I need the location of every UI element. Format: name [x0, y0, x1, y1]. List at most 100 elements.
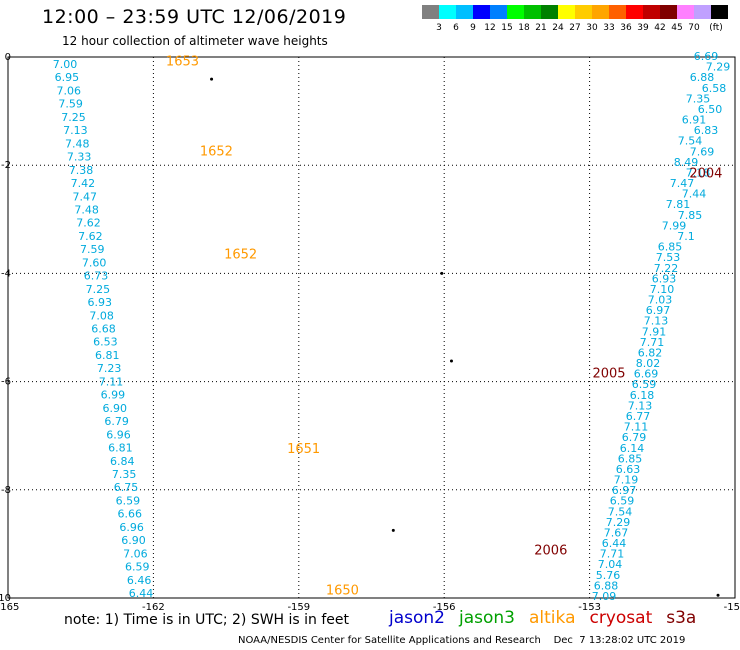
wave-height-value: 8.02 — [636, 357, 661, 370]
wave-height-value: 6.68 — [91, 323, 116, 336]
wave-height-value: 6.96 — [106, 428, 131, 441]
wave-height-value: 7.81 — [666, 198, 691, 211]
wave-height-value: 5.76 — [596, 569, 621, 582]
y-tick-label: -10 — [0, 593, 11, 604]
colorbar-label: 15 — [501, 23, 513, 33]
wave-height-value: 7.47 — [670, 177, 695, 190]
wave-height-value: 6.69 — [634, 368, 659, 381]
colorbar-label: 6 — [453, 23, 459, 33]
wave-height-value: 6.53 — [93, 336, 118, 349]
colorbar-label: 21 — [535, 23, 547, 33]
wave-height-value: 7.59 — [80, 243, 105, 256]
pass-time-label: 1653 — [166, 54, 199, 69]
satellite-jason3: jason3 — [459, 608, 515, 628]
colorbar-label: 18 — [518, 23, 530, 33]
wave-height-value: 7.44 — [682, 188, 707, 201]
wave-height-value: 7.99 — [662, 219, 687, 232]
wave-height-value: 7.47 — [73, 190, 98, 203]
wave-height-value: 6.58 — [702, 82, 727, 95]
pass-time-label: 1652 — [224, 247, 257, 262]
wave-height-value: 7.13 — [644, 315, 669, 328]
wave-height-value: 6.46 — [127, 574, 152, 587]
x-tick-label: -159 — [287, 602, 310, 613]
wave-height-value: 7.62 — [76, 217, 101, 230]
wave-height-value: 7.11 — [624, 421, 649, 434]
x-tick-label: -156 — [433, 602, 456, 613]
satellite-jason2: jason2 — [389, 608, 445, 628]
wave-height-value: 7.29 — [606, 516, 631, 529]
colorbar-swatch — [456, 5, 473, 19]
island-marker — [440, 271, 444, 275]
colorbar-swatch — [694, 5, 711, 19]
wave-height-value: 6.79 — [104, 415, 129, 428]
wave-height-value: 6.91 — [682, 114, 707, 127]
colorbar-swatch — [626, 5, 643, 19]
wave-height-value: 7.25 — [61, 111, 86, 124]
wave-height-value: 6.88 — [690, 71, 715, 84]
wave-height-value: 7.54 — [678, 135, 703, 148]
satellite-legend: jason2 jason3 altika cryosat s3a — [389, 608, 710, 628]
wave-height-value: 6.73 — [84, 270, 109, 283]
wave-height-value: 6.81 — [95, 349, 120, 362]
y-tick-label: -8 — [1, 485, 11, 496]
colorbar-label: 12 — [484, 23, 496, 33]
satellite-s3a: s3a — [666, 608, 697, 628]
x-tick-label: -150 — [724, 602, 740, 613]
wave-height-value: 6.85 — [618, 452, 643, 465]
wave-height-value: 6.44 — [129, 587, 154, 600]
colorbar-swatch — [541, 5, 558, 19]
wave-height-value: 6.14 — [620, 442, 645, 455]
colorbar-swatch — [609, 5, 626, 19]
wave-height-value: 7.23 — [97, 362, 122, 375]
wave-height-value: 6.50 — [698, 103, 723, 116]
colorbar-swatch — [524, 5, 541, 19]
satellite-cryosat: cryosat — [589, 608, 653, 628]
pass-time-label: 1650 — [326, 583, 359, 598]
wave-height-value: 7.71 — [600, 548, 625, 561]
wave-height-value: 7.35 — [686, 92, 711, 105]
colorbar-label: 24 — [552, 23, 564, 33]
page-title: 12:00 – 23:59 UTC 12/06/2019 — [42, 6, 347, 28]
wave-height-value: 6.84 — [110, 455, 135, 468]
wave-height-value: 6.96 — [119, 521, 144, 534]
wave-height-value: 7.13 — [63, 124, 88, 137]
colorbar-swatch — [643, 5, 660, 19]
colorbar-swatch — [558, 5, 575, 19]
wave-height-value: 6.85 — [658, 241, 683, 254]
wave-height-value: 7.85 — [678, 209, 703, 222]
footnote: note: 1) Time is in UTC; 2) SWH is in fe… — [64, 612, 350, 628]
wave-height-value: 6.75 — [114, 481, 139, 494]
colorbar-label: 3 — [436, 23, 442, 33]
colorbar-label: 39 — [637, 23, 649, 33]
colorbar-label: 27 — [569, 23, 581, 33]
wave-height-value: 6.63 — [616, 463, 641, 476]
wave-height-value: 6.77 — [626, 410, 651, 423]
wave-height-value: 6.66 — [118, 508, 143, 521]
colorbar-label: 36 — [620, 23, 632, 33]
plot-frame — [7, 56, 736, 599]
pass-time-label: 2004 — [689, 166, 722, 181]
wave-height-value: 7.00 — [53, 58, 78, 71]
wave-height-value: 7.09 — [592, 590, 617, 603]
y-tick-label: -2 — [1, 160, 11, 171]
colorbar-label: 9 — [470, 23, 476, 33]
colorbar-label: 33 — [603, 23, 615, 33]
wave-height-value: 6.93 — [88, 296, 113, 309]
wave-height-value: 7.04 — [598, 558, 623, 571]
x-tick-label: -153 — [578, 602, 601, 613]
colorbar-swatch — [575, 5, 592, 19]
wave-height-value: 7.48 — [74, 203, 99, 216]
x-tick-label: -162 — [142, 602, 165, 613]
wave-height-value: 7.18 — [686, 166, 711, 179]
colorbar-label: 42 — [654, 23, 666, 33]
wave-height-value: 6.97 — [646, 304, 671, 317]
wave-height-value: 7.29 — [706, 61, 731, 74]
satellite-altika: altika — [529, 608, 576, 628]
wave-height-value: 7.67 — [604, 526, 629, 539]
wave-height-value: 6.90 — [121, 534, 146, 547]
colorbar-label: 30 — [586, 23, 598, 33]
colorbar-label: 45 — [671, 23, 683, 33]
wave-height-value: 6.81 — [108, 442, 133, 455]
colorbar-swatch — [660, 5, 677, 19]
island-marker — [210, 77, 214, 81]
